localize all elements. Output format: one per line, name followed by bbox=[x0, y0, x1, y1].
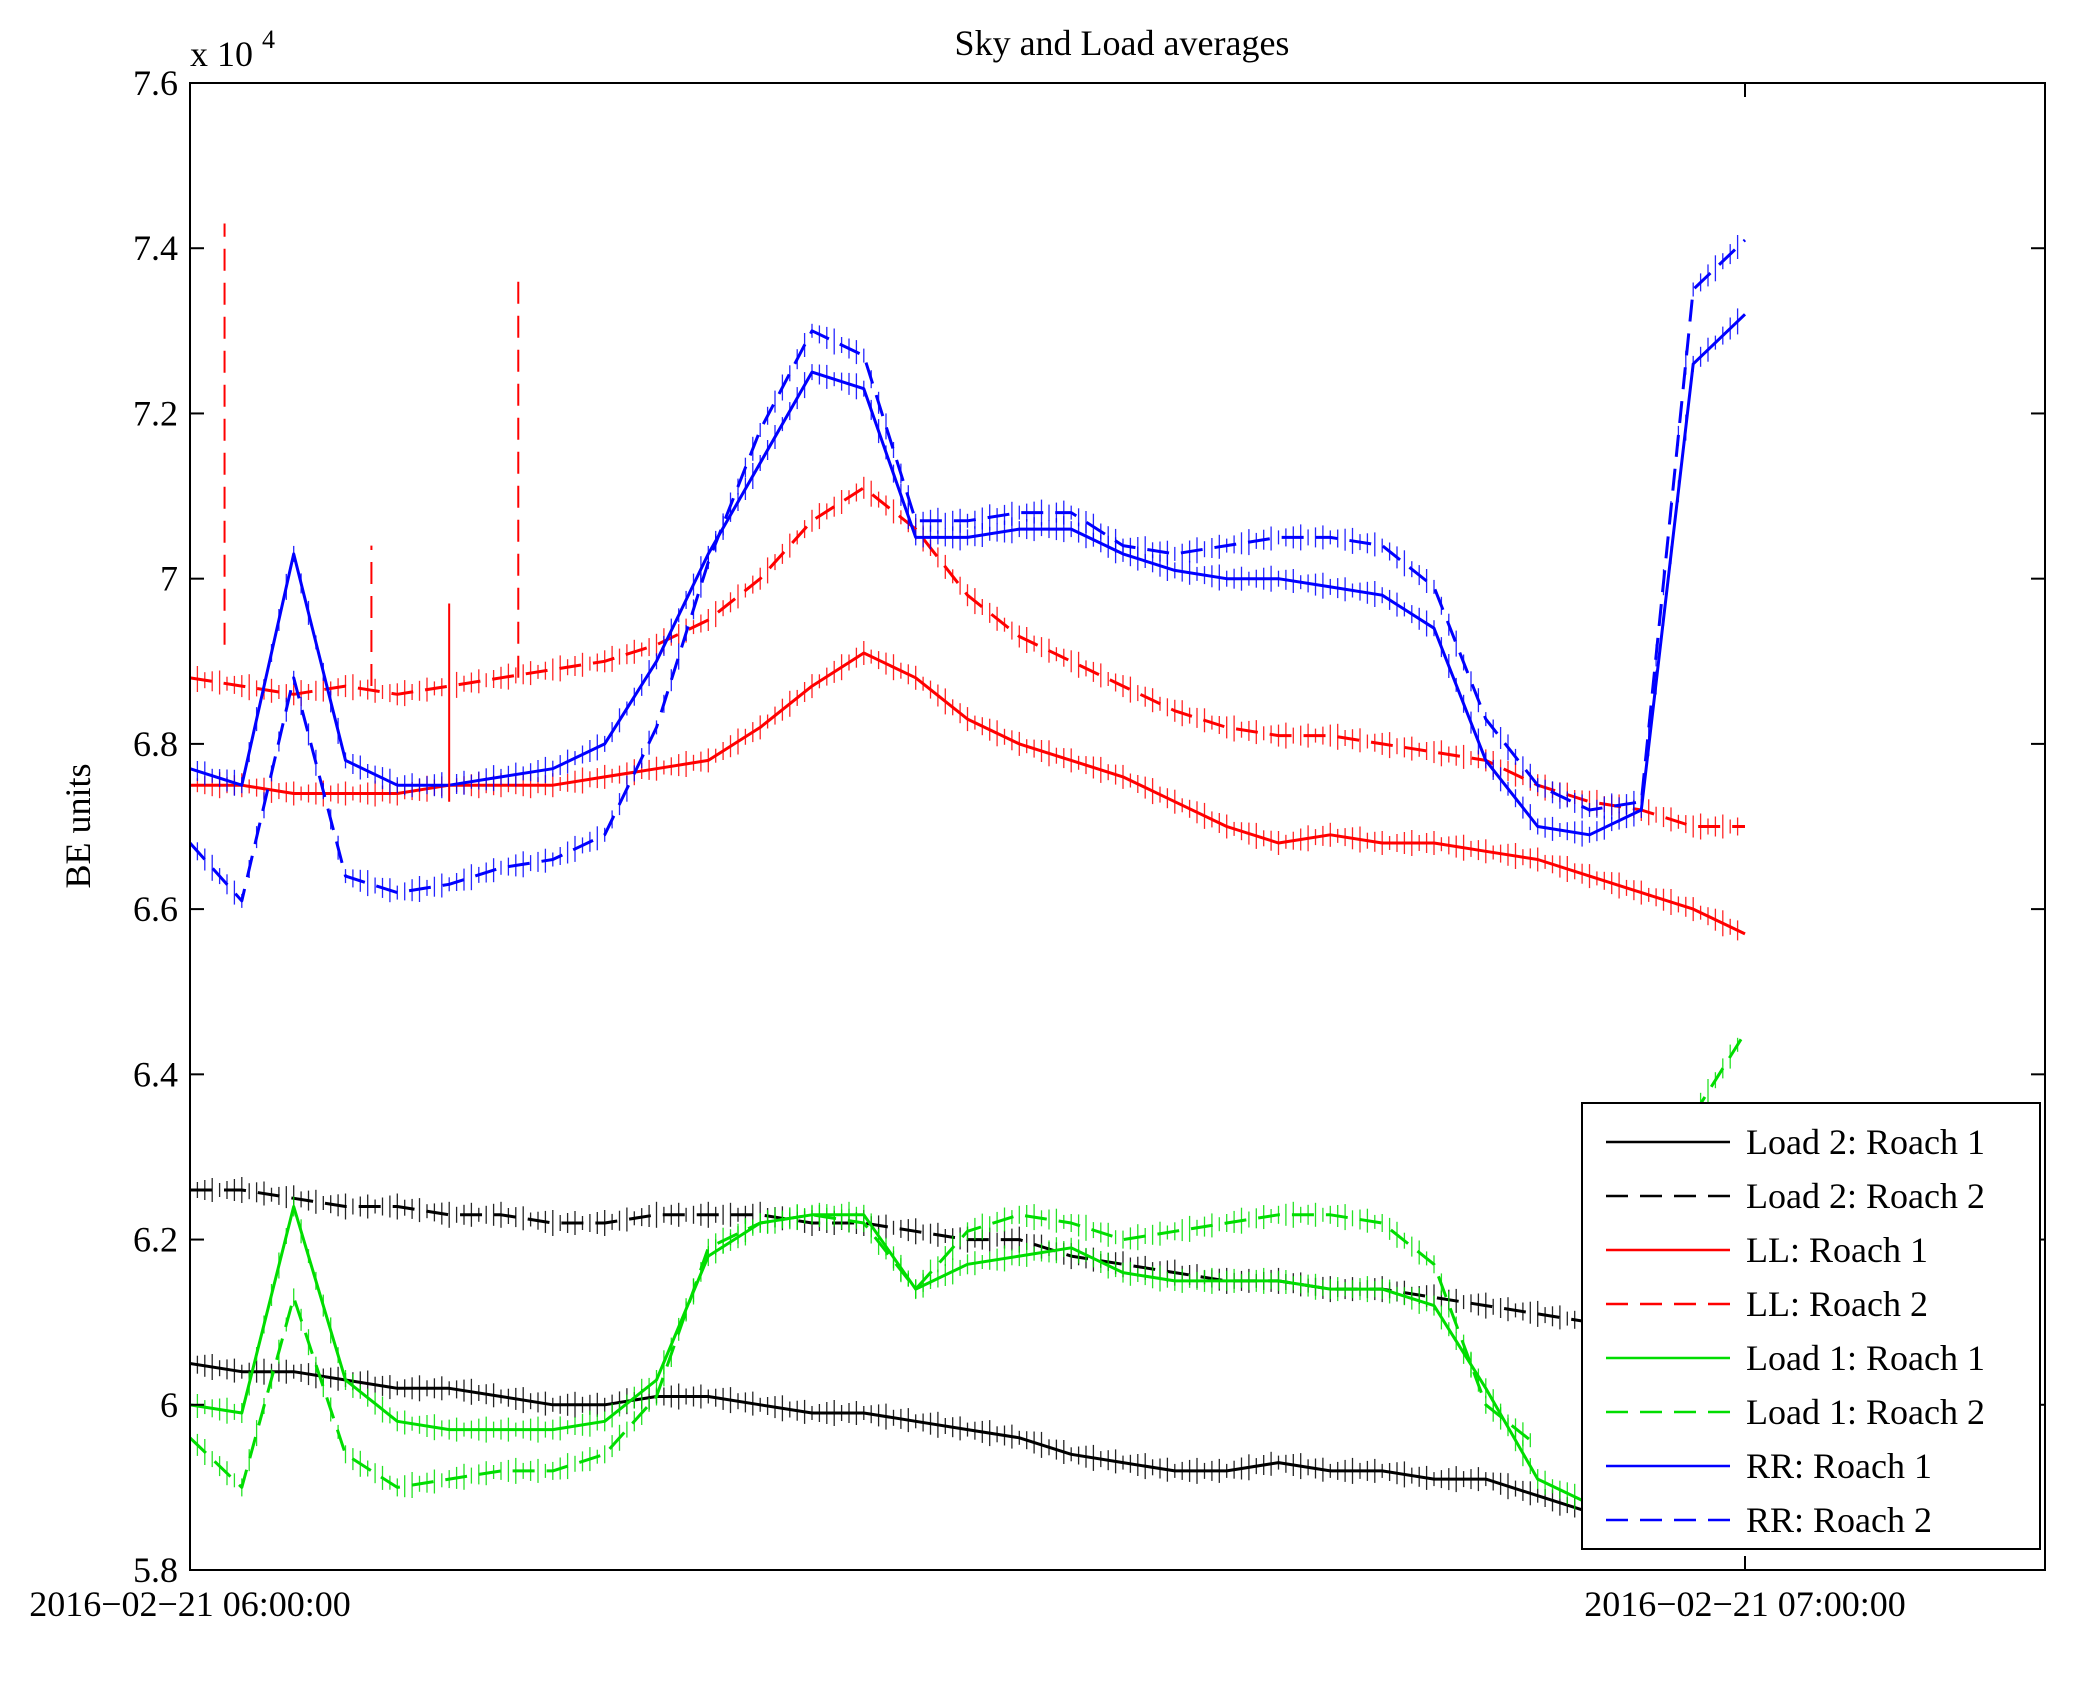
series-rr-roach-2 bbox=[190, 235, 1747, 908]
y-tick-label: 5.8 bbox=[133, 1550, 178, 1590]
x-tick-label: 2016−02−21 07:00:00 bbox=[1584, 1584, 1906, 1624]
x-tick-label: 2016−02−21 06:00:00 bbox=[29, 1584, 351, 1624]
legend-label: Load 2: Roach 1 bbox=[1746, 1122, 1985, 1162]
legend-label: LL: Roach 2 bbox=[1746, 1284, 1928, 1324]
series-noise bbox=[190, 476, 1739, 840]
series-noise bbox=[190, 308, 1739, 847]
series-layer bbox=[190, 223, 1747, 1522]
y-tick-label: 7.2 bbox=[133, 393, 178, 433]
y-multiplier-label: x 10 bbox=[190, 34, 253, 74]
series-noise bbox=[190, 1037, 1739, 1498]
legend-label: Load 2: Roach 2 bbox=[1746, 1176, 1985, 1216]
y-tick-label: 7 bbox=[160, 559, 178, 599]
y-tick-label: 6.6 bbox=[133, 889, 178, 929]
tick-layer: 5.8 6 6.2 6.4 6.6 6.8 7 7.2 7.4 7.6 2016−02−21 06:… bbox=[29, 63, 2045, 1624]
y-tick-label: 7.4 bbox=[133, 228, 178, 268]
legend-label: LL: Roach 1 bbox=[1746, 1230, 1928, 1270]
legend-label: RR: Roach 1 bbox=[1746, 1446, 1932, 1486]
y-tick-label: 6.4 bbox=[133, 1054, 178, 1094]
y-tick-label: 6 bbox=[160, 1385, 178, 1425]
axes-box bbox=[189, 82, 2046, 1571]
y-axis-label: BE units bbox=[58, 763, 98, 888]
series-noise bbox=[190, 235, 1739, 908]
legend-box bbox=[1581, 1102, 2041, 1550]
y-tick-label: 6.8 bbox=[133, 724, 178, 764]
legend: Load 2: Roach 1 Load 2: Roach 2 LL: Roach … bbox=[1581, 1102, 2041, 1550]
legend-label: Load 1: Roach 1 bbox=[1746, 1338, 1985, 1378]
chart-title: Sky and Load averages bbox=[955, 23, 1290, 63]
y-tick-label: 6.2 bbox=[133, 1220, 178, 1260]
series-line bbox=[190, 1362, 1590, 1514]
series-load-2-roach-1 bbox=[190, 1354, 1590, 1522]
legend-label: Load 1: Roach 2 bbox=[1746, 1392, 1985, 1432]
y-tick-label: 7.6 bbox=[133, 63, 178, 103]
series-noise bbox=[190, 1354, 1583, 1522]
y-multiplier-exponent: 4 bbox=[262, 25, 275, 54]
series-load-1-roach-2 bbox=[190, 1032, 1747, 1498]
legend-label: RR: Roach 2 bbox=[1746, 1500, 1932, 1540]
